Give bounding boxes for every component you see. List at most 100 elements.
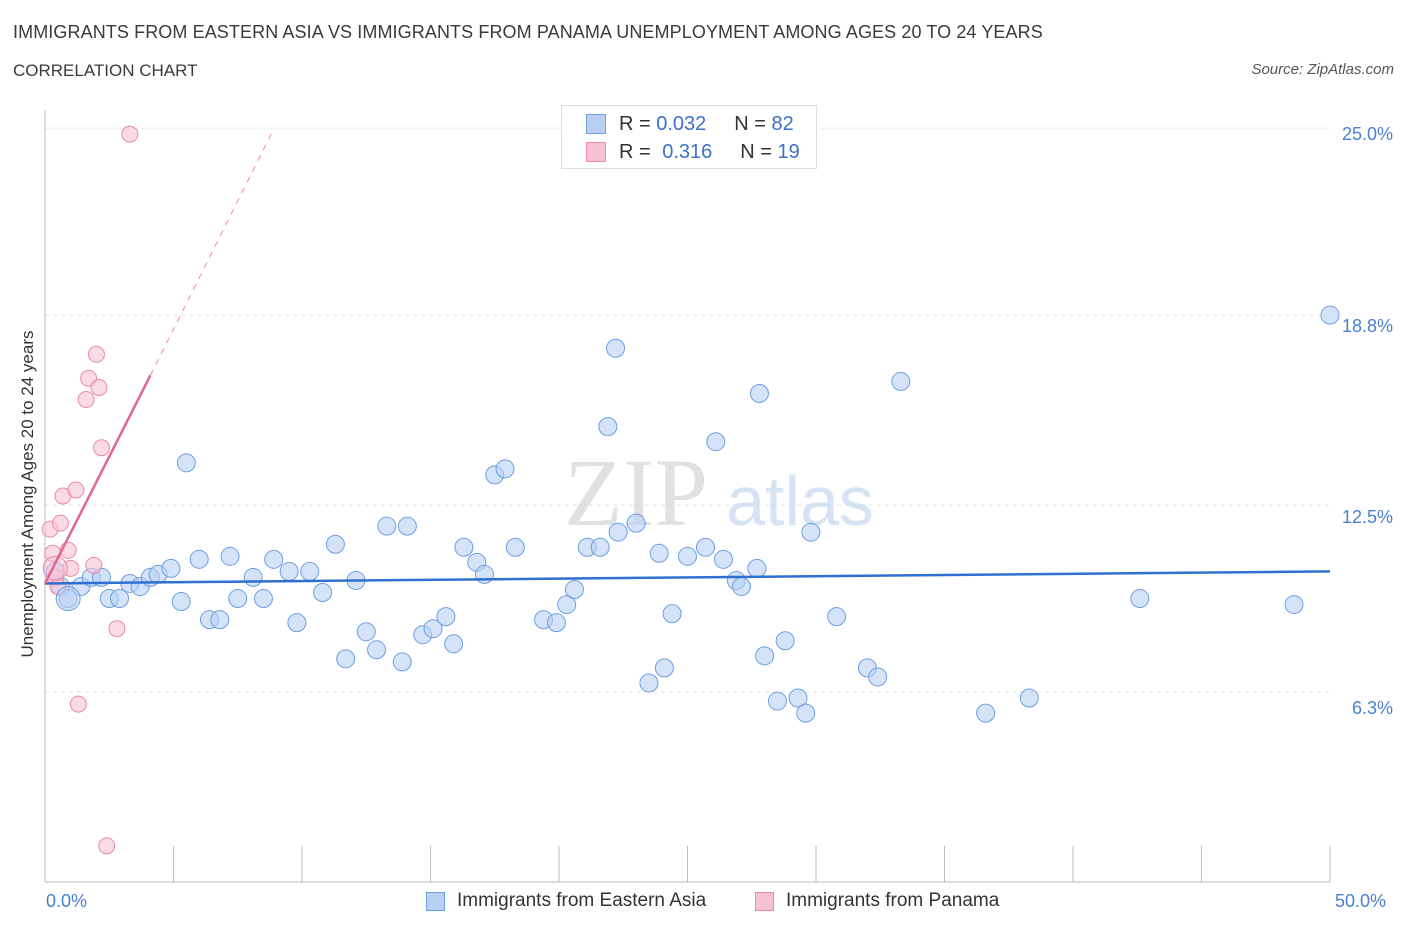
data-point-eastern-asia [228,589,248,609]
y-axis-label: Unemployment Among Ages 20 to 24 years [18,330,37,658]
data-point-eastern-asia [392,652,412,672]
data-point-panama [87,345,105,363]
data-point-eastern-asia [747,558,767,578]
axis-layer [44,110,1331,883]
data-point-eastern-asia [827,607,847,627]
data-point-eastern-asia [474,564,494,584]
data-point-eastern-asia [606,338,626,358]
data-point-eastern-asia [300,561,320,581]
y-tick-label: 6.3% [1351,698,1393,718]
legend-swatch-blue [586,114,606,134]
data-point-eastern-asia [662,604,682,624]
data-point-eastern-asia [436,607,456,627]
legend-n-label: N = [734,112,766,135]
data-point-eastern-asia [775,631,795,651]
series-legend-label: Immigrants from Panama [786,890,1000,911]
chart-subtitle: CORRELATION CHART [13,61,198,80]
data-point-eastern-asia [546,613,566,633]
data-point-eastern-asia [171,592,191,612]
data-point-panama [67,481,85,499]
legend-r-value: 0.032 [656,112,707,135]
data-point-eastern-asia [243,567,263,587]
data-point-eastern-asia [1019,688,1039,708]
data-point-eastern-asia [325,534,345,554]
trend-layer [43,133,1331,585]
data-point-eastern-asia [397,516,417,536]
data-point-eastern-asia [654,658,674,678]
trend-line-panama [43,374,152,585]
data-point-eastern-asia [1130,589,1150,609]
data-point-eastern-asia [706,432,726,452]
data-point-eastern-asia [788,688,808,708]
data-point-eastern-asia [505,537,525,557]
points-layer [41,125,1340,855]
data-point-eastern-asia [264,549,284,569]
data-point-eastern-asia [678,546,697,566]
data-point-eastern-asia [713,549,733,569]
series-legend-label: Immigrants from Eastern Asia [457,890,707,911]
data-point-eastern-asia [377,516,397,536]
data-point-eastern-asia [367,640,387,660]
data-point-eastern-asia [423,619,443,639]
data-point-eastern-asia [976,703,996,723]
data-point-eastern-asia [695,537,715,557]
legend-r-label: R = [619,112,651,135]
data-point-eastern-asia [444,634,464,654]
data-point-panama [51,514,69,532]
data-point-eastern-asia [626,513,646,533]
trend-line-eastern-asia [44,570,1331,585]
data-point-eastern-asia [55,586,81,612]
data-point-eastern-asia [356,622,376,642]
data-point-eastern-asia [590,537,610,557]
y-tick-label: 25.0% [1341,124,1393,144]
data-point-panama [90,378,108,396]
series-legend-eastern-asia: Immigrants from Eastern Asia [426,890,706,912]
series-swatch-blue [426,891,445,911]
series-swatch-pink [755,891,774,911]
data-point-eastern-asia [891,371,911,391]
data-point-eastern-asia [336,649,356,669]
data-point-eastern-asia [796,703,816,723]
data-point-eastern-asia [868,667,888,687]
legend-swatch-pink [586,142,606,162]
data-point-eastern-asia [189,549,209,569]
legend-row-eastern-asia: R = 0.032 N = 82 [586,110,794,138]
data-point-panama [98,837,116,855]
data-point-eastern-asia [313,583,333,602]
legend-n-value: 82 [771,112,794,135]
legend-row-panama: R = 0.316 N = 19 [586,138,800,166]
data-point-eastern-asia [495,459,515,479]
data-point-eastern-asia [755,646,775,666]
data-point-eastern-asia [176,453,196,473]
data-point-panama [85,556,103,574]
correlation-legend: R = 0.032 N = 82 R = 0.316 N = 19 [561,105,817,169]
data-point-eastern-asia [253,589,273,609]
data-point-panama [77,391,95,408]
data-point-eastern-asia [801,522,821,542]
data-point-panama [69,695,87,713]
y-tick-label: 12.5% [1341,507,1393,527]
data-point-eastern-asia [598,417,618,437]
legend-n-label: N = [740,140,772,163]
watermark-atlas: atlas [726,462,874,540]
x-tick-label: 0.0% [46,891,88,911]
data-point-eastern-asia [287,613,307,633]
data-point-panama [93,439,111,457]
data-point-eastern-asia [210,610,230,630]
data-point-eastern-asia [1284,595,1304,615]
data-point-eastern-asia [161,558,181,578]
data-point-eastern-asia [749,383,769,403]
data-point-eastern-asia [731,576,751,596]
data-point-eastern-asia [649,543,669,563]
data-point-panama [121,125,139,143]
data-point-eastern-asia [110,589,130,609]
data-point-eastern-asia [564,579,584,599]
trend-line-panama-extended [149,133,272,376]
source-credit: Source: ZipAtlas.com [1251,61,1394,78]
legend-n-value: 19 [777,140,800,163]
legend-r-label: R = [619,140,651,163]
data-point-eastern-asia [557,595,577,615]
data-point-eastern-asia [639,673,659,693]
chart-title: IMMIGRANTS FROM EASTERN ASIA VS IMMIGRAN… [13,22,1043,42]
data-point-panama [108,620,126,638]
